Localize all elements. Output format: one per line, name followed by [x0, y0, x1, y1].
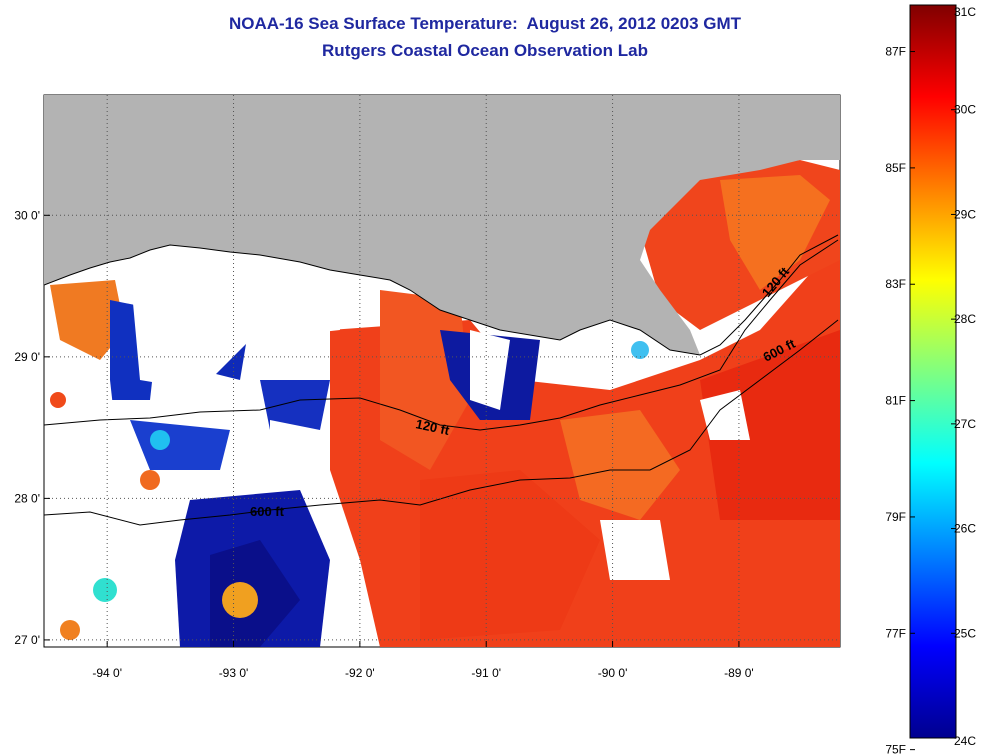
contour-600ft	[43, 319, 839, 526]
coastline	[44, 234, 839, 356]
colorbar-label-celsius: 29C	[954, 207, 976, 221]
colorbar-label-fahrenheit: 75F	[885, 743, 906, 754]
x-tick-label: -89 0'	[724, 666, 754, 680]
contour-120ft-west	[43, 239, 839, 431]
chart-subtitle: Rutgers Coastal Ocean Observation Lab	[322, 41, 648, 60]
contour-label-600ft-west: 600 ft	[250, 504, 285, 519]
y-axis: 30 0' 29 0' 28 0' 27 0'	[14, 208, 840, 647]
x-tick-label: -92 0'	[345, 666, 375, 680]
colorbar-label-celsius: 28C	[954, 312, 976, 326]
colorbar-label-fahrenheit: 77F	[885, 626, 906, 640]
x-axis: -94 0' -93 0' -92 0' -91 0' -90 0' -89 0'	[92, 95, 754, 680]
bathymetry-contours	[43, 239, 839, 526]
colorbar-label-celsius: 27C	[954, 417, 976, 431]
colorbar-label-celsius: 31C	[954, 5, 976, 19]
colorbar-label-celsius: 24C	[954, 734, 976, 748]
colorbar-label-celsius: 26C	[954, 522, 976, 536]
contour-label-120ft-west: 120 ft	[414, 416, 451, 438]
sst-field	[44, 95, 840, 647]
y-tick-label: 29 0'	[14, 350, 40, 364]
colorbar-label-fahrenheit: 83F	[885, 277, 906, 291]
x-tick-label: -93 0'	[219, 666, 249, 680]
y-tick-label: 27 0'	[14, 633, 40, 647]
colorbar-label-fahrenheit: 87F	[885, 45, 906, 59]
colorbar-label-fahrenheit: 85F	[885, 161, 906, 175]
colorbar-label-celsius: 25C	[954, 626, 976, 640]
colorbar	[909, 4, 957, 739]
colorbar-labels: 31C 30C 29C 28C 27C 26C 25C 24C 87F 85F 83F 81F 79F 7…	[885, 4, 976, 754]
x-tick-label: -91 0'	[471, 666, 501, 680]
x-tick-label: -94 0'	[92, 666, 122, 680]
land-mass	[44, 95, 840, 355]
y-tick-label: 30 0'	[14, 208, 40, 222]
colorbar-label-fahrenheit: 81F	[885, 394, 906, 408]
chart-title: NOAA-16 Sea Surface Temperature: August …	[228, 14, 742, 33]
colorbar-label-fahrenheit: 79F	[885, 510, 906, 524]
colorbar-label-celsius: 30C	[954, 103, 976, 117]
x-tick-label: -90 0'	[598, 666, 628, 680]
y-tick-label: 28 0'	[14, 491, 40, 505]
